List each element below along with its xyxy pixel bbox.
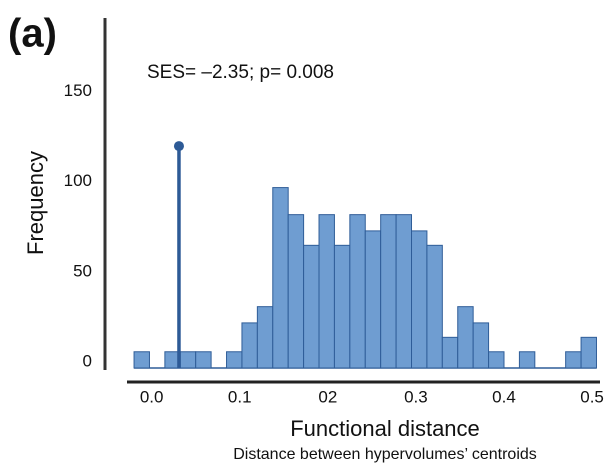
x-tick-label: 0.3 <box>404 387 428 406</box>
x-tick-label: 02 <box>318 387 337 406</box>
bar <box>441 336 459 369</box>
bar <box>580 336 597 369</box>
bar <box>565 351 582 369</box>
y-tick-label: 50 <box>73 261 92 280</box>
bar <box>287 214 305 369</box>
bar <box>457 306 474 369</box>
bar <box>518 351 536 369</box>
bar <box>488 351 505 369</box>
bar <box>472 322 490 369</box>
bar <box>364 230 382 369</box>
bar <box>395 214 413 369</box>
bar <box>318 214 335 369</box>
y-tick-label: 0 <box>83 351 92 370</box>
x-tick-label: 0.1 <box>228 387 252 406</box>
subtitle: Distance between hypervolumes’ centroids <box>233 446 537 463</box>
y-tick-label: 100 <box>64 171 92 190</box>
observed-point <box>173 141 184 152</box>
y-tick-label: 150 <box>64 81 92 100</box>
x-tick-label: 0.0 <box>140 387 164 406</box>
bar <box>272 187 289 369</box>
bar <box>426 244 443 369</box>
bar <box>349 214 366 369</box>
bar <box>303 244 320 369</box>
bar <box>256 306 274 369</box>
x-tick-label: 0.4 <box>492 387 516 406</box>
bar <box>133 351 150 369</box>
bar <box>241 322 258 369</box>
bar <box>333 244 351 369</box>
bar <box>195 351 212 369</box>
bar <box>179 351 197 369</box>
bar <box>380 214 397 369</box>
y-axis-label: Frequency <box>23 151 48 255</box>
panel-label: (a) <box>8 12 57 56</box>
annotation: SES= –2.35; p= 0.008 <box>147 62 334 83</box>
x-tick-label: 0.5 <box>580 387 604 406</box>
bar <box>226 351 243 369</box>
bar <box>411 230 428 369</box>
x-axis-label: Functional distance <box>290 416 480 441</box>
